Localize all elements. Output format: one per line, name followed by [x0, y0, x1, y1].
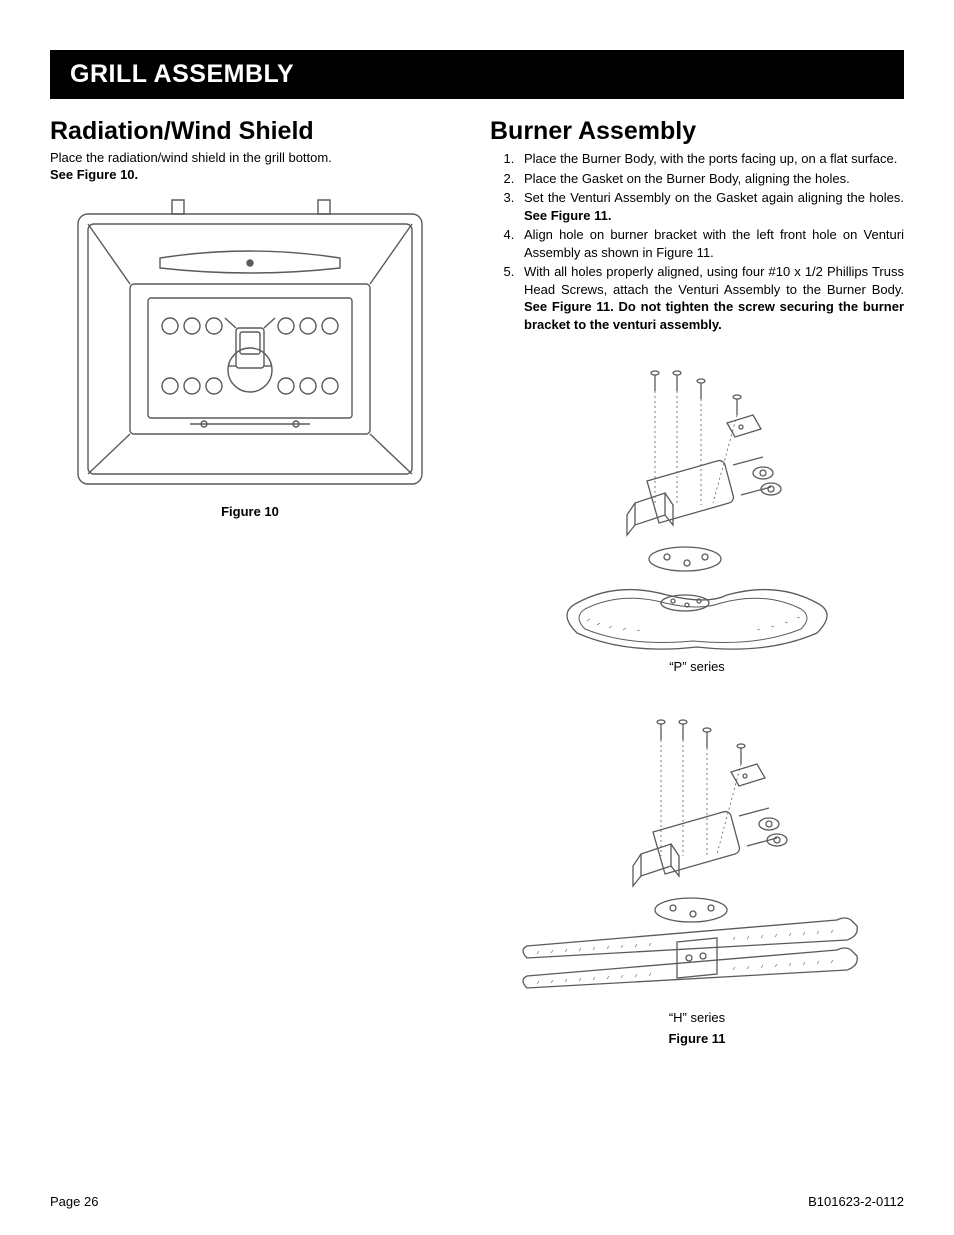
section-header: GRILL ASSEMBLY [50, 50, 904, 99]
left-intro-text: Place the radiation/wind shield in the g… [50, 150, 332, 165]
page-number: Page 26 [50, 1194, 98, 1209]
step-item: Align hole on burner bracket with the le… [518, 226, 904, 261]
left-title: Radiation/Wind Shield [50, 117, 450, 146]
figure-11-p: “P” series [490, 363, 904, 674]
figure-11-p-svg [537, 363, 857, 653]
figure-11-caption: Figure 11 [490, 1031, 904, 1046]
figure-10-svg [70, 198, 430, 498]
step-item: Place the Gasket on the Burner Body, ali… [518, 170, 904, 188]
step-item: Place the Burner Body, with the ports fa… [518, 150, 904, 168]
figure-11-h-svg [507, 714, 887, 1004]
h-series-label: “H” series [490, 1010, 904, 1025]
p-series-label: “P” series [490, 659, 904, 674]
section-header-text: GRILL ASSEMBLY [70, 60, 294, 88]
left-column: Radiation/Wind Shield Place the radiatio… [50, 117, 450, 1046]
steps-list: Place the Burner Body, with the ports fa… [490, 150, 904, 333]
figure-10: Figure 10 [50, 198, 450, 519]
content-columns: Radiation/Wind Shield Place the radiatio… [50, 117, 904, 1046]
page-footer: Page 26 B101623-2-0112 [50, 1194, 904, 1209]
right-title: Burner Assembly [490, 117, 904, 146]
figure-11-h: “H” series Figure 11 [490, 714, 904, 1046]
step-item: With all holes properly aligned, using f… [518, 263, 904, 333]
right-column: Burner Assembly Place the Burner Body, w… [490, 117, 904, 1046]
figure-10-caption: Figure 10 [50, 504, 450, 519]
doc-number: B101623-2-0112 [808, 1194, 904, 1209]
left-intro: Place the radiation/wind shield in the g… [50, 150, 450, 184]
step-item: Set the Venturi Assembly on the Gasket a… [518, 189, 904, 224]
left-see-figure: See Figure 10. [50, 167, 138, 182]
